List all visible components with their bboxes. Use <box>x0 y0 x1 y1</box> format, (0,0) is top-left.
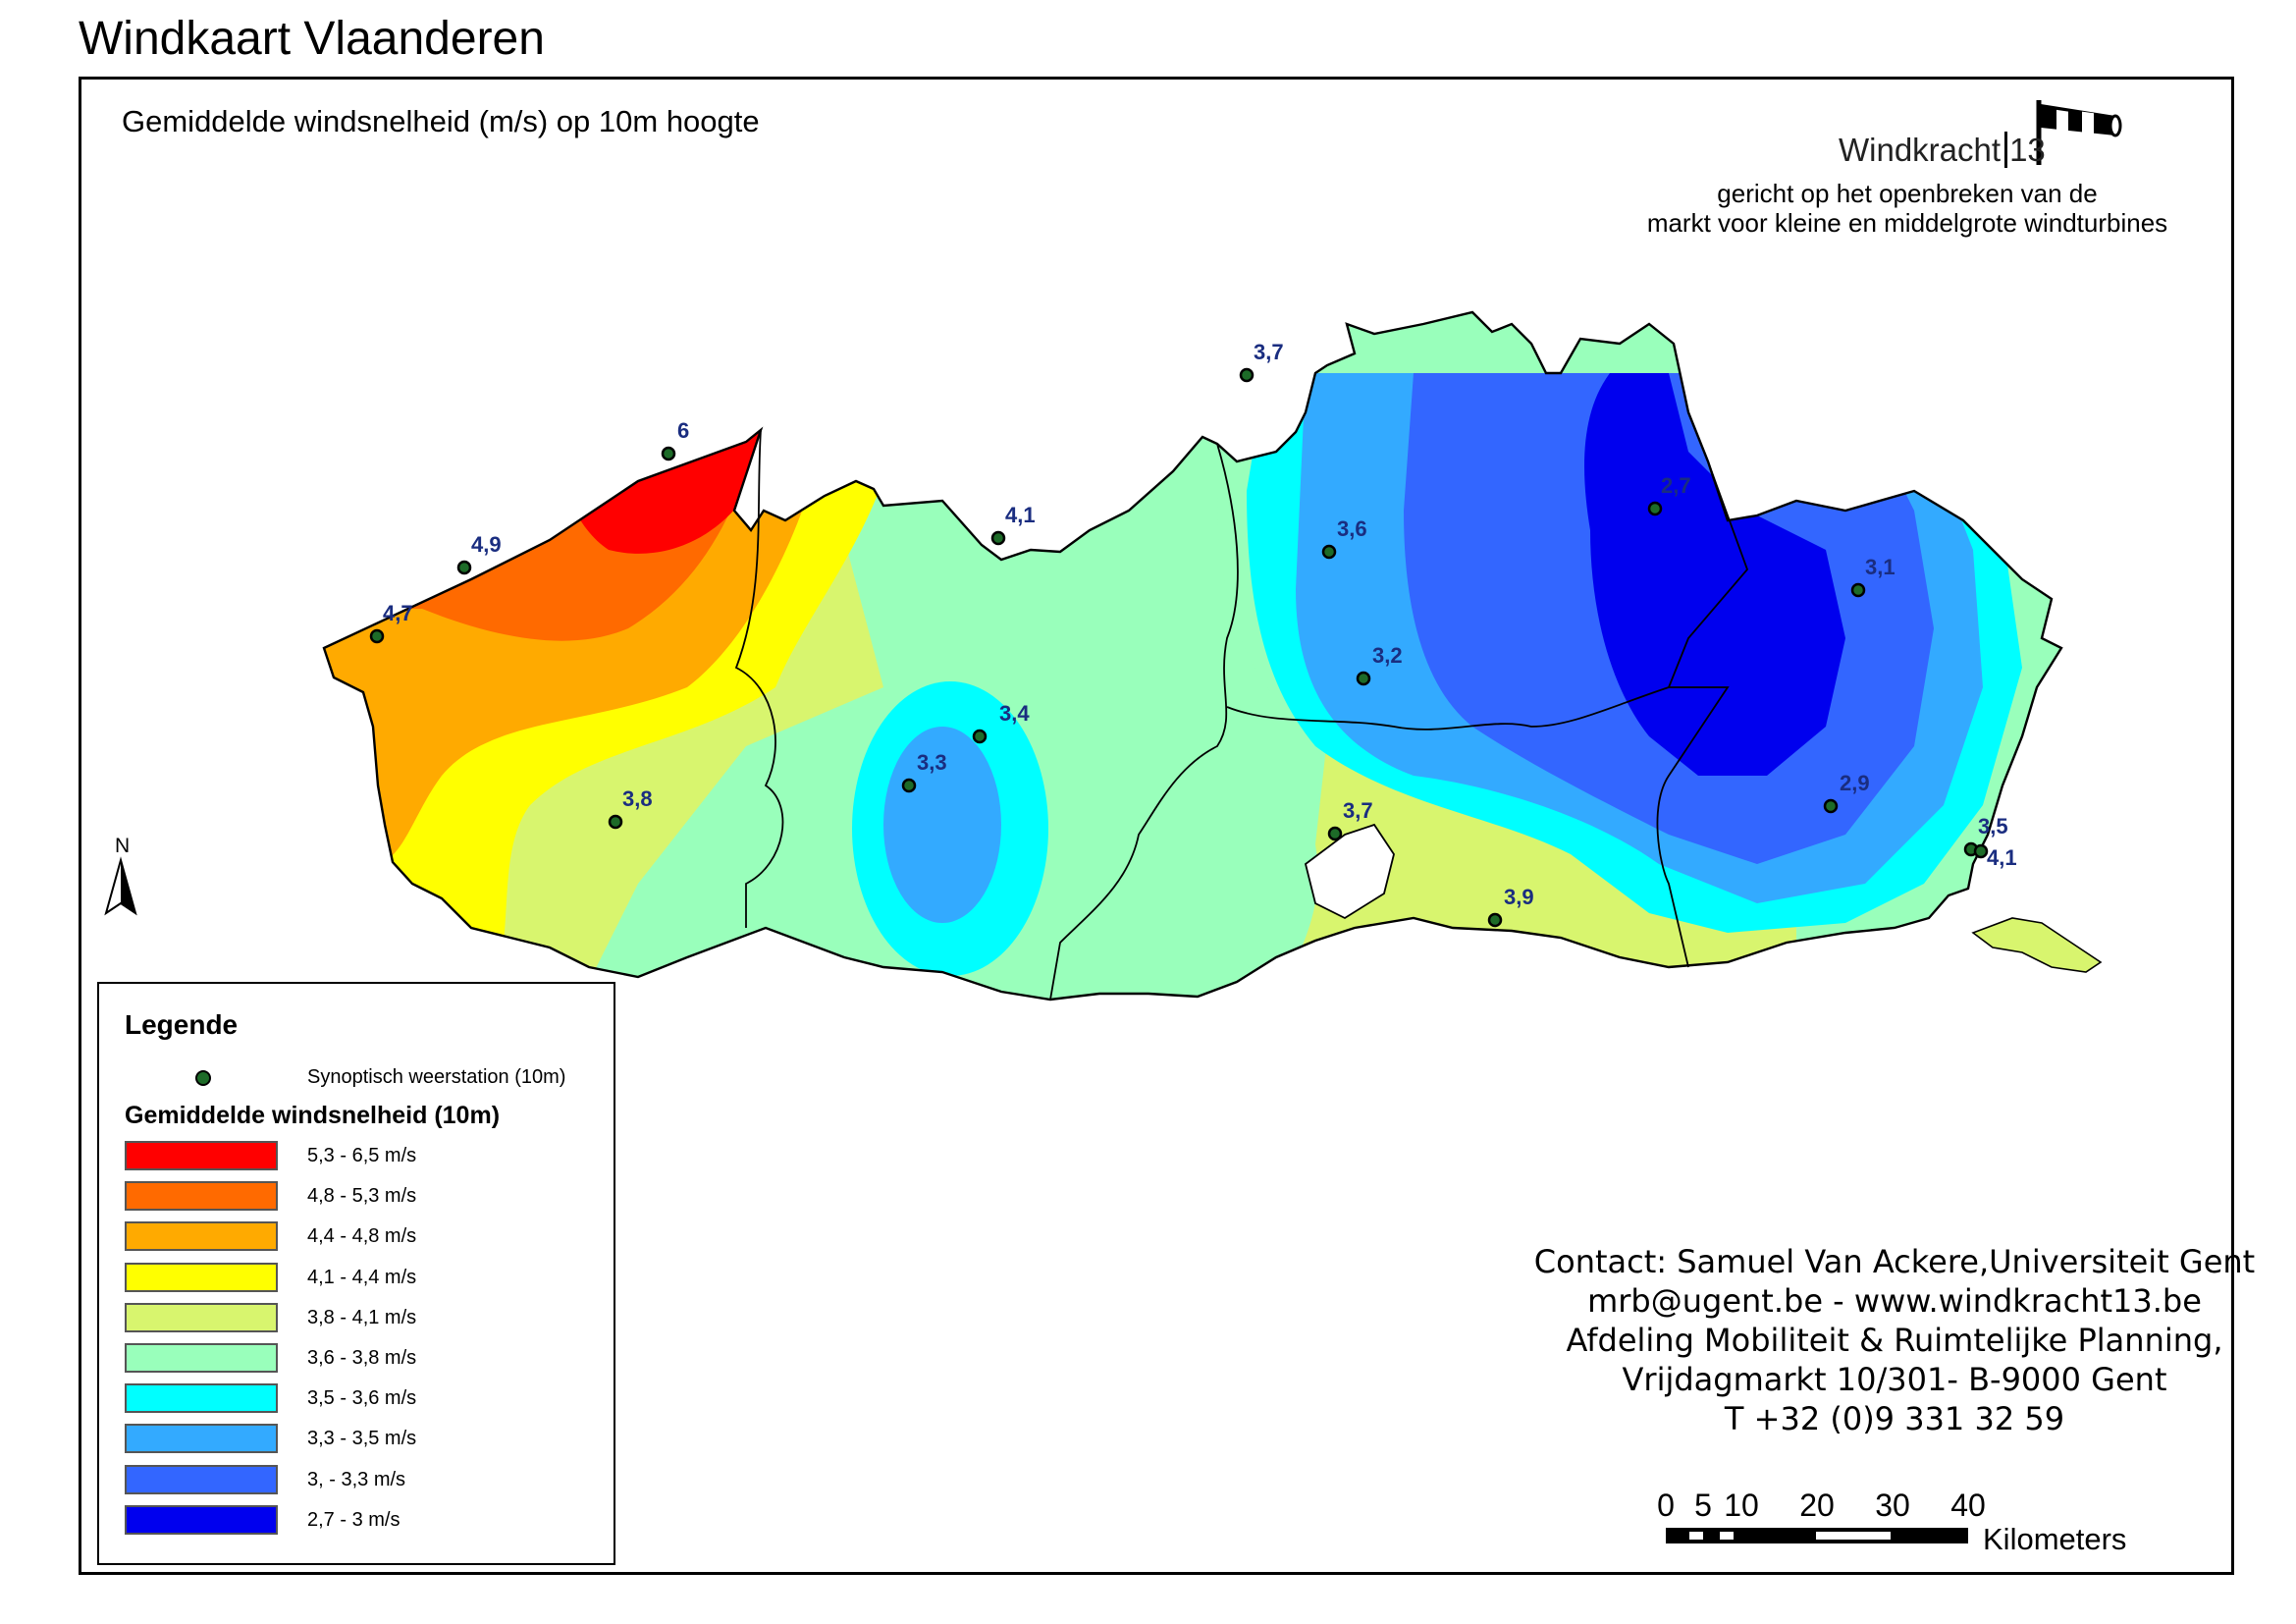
station-value-label: 3,2 <box>1372 643 1403 668</box>
brand-logo-text: Windkracht 13 <box>1839 132 2046 169</box>
legend-swatch <box>125 1504 278 1535</box>
legend-class-label: 4,8 - 5,3 m/s <box>307 1185 417 1208</box>
scale-bar <box>1666 1528 1968 1543</box>
contact-line1: Contact: Samuel Van Ackere,Universiteit … <box>1533 1243 2256 1280</box>
legend-class-label: 3,3 - 3,5 m/s <box>307 1428 417 1450</box>
legend-class-label: 4,4 - 4,8 m/s <box>307 1225 417 1248</box>
legend-class-label: 2,7 - 3 m/s <box>307 1508 400 1531</box>
contact-line5: T +32 (0)9 331 32 59 <box>1724 1400 2065 1437</box>
weather-stations-layer <box>369 367 1989 928</box>
weather-station-marker <box>1647 501 1663 516</box>
station-value-label: 3,8 <box>622 786 653 811</box>
weather-station-marker <box>1356 671 1371 686</box>
legend-swatch <box>125 1302 278 1332</box>
brand-tagline-line2: markt voor kleine en middelgrote windtur… <box>1646 208 2168 238</box>
station-value-label: 2,7 <box>1661 473 1691 498</box>
legend-swatch <box>125 1262 278 1292</box>
legend-swatch <box>125 1141 278 1170</box>
contact-line4: Vrijdagmarkt 10/301- B-9000 Gent <box>1622 1361 2167 1398</box>
scale-bar-tick-label: 10 <box>1724 1488 1759 1523</box>
scale-bar-tick-label: 30 <box>1875 1488 1910 1523</box>
weather-station-marker <box>1239 367 1255 383</box>
weather-station-marker <box>608 814 623 830</box>
station-value-label: 4,9 <box>471 532 502 557</box>
windsock-icon <box>2036 100 2122 165</box>
weather-station-marker <box>1850 582 1866 598</box>
legend-swatch <box>125 1181 278 1212</box>
weather-station-marker <box>369 628 385 644</box>
brand-block: Windkracht 13 gericht op het openbreken v… <box>1603 98 2212 245</box>
weather-station-marker <box>1321 544 1337 560</box>
weather-station-marker <box>1487 912 1503 928</box>
legend-swatch <box>125 1464 278 1494</box>
weather-station-marker <box>1973 843 1989 859</box>
north-label: N <box>115 835 131 857</box>
station-value-label: 4,7 <box>383 601 413 625</box>
legend-panel: Legende Synoptisch weerstation (10m) Gem… <box>97 982 615 1565</box>
legend-title: Legende <box>125 1009 239 1040</box>
legend-swatch <box>125 1383 278 1414</box>
station-value-label: 3,7 <box>1343 798 1373 823</box>
legend-class-label: 3, - 3,3 m/s <box>307 1468 406 1490</box>
weather-station-marker <box>456 560 472 575</box>
station-symbol-icon <box>195 1070 211 1086</box>
station-value-label: 3,6 <box>1337 516 1367 541</box>
station-value-label: 3,9 <box>1504 885 1534 909</box>
scale-bar-tick-label: 20 <box>1799 1488 1835 1523</box>
scale-bar-tick-label: 40 <box>1950 1488 1986 1523</box>
weather-station-marker <box>901 778 917 793</box>
contact-block: Contact: Samuel Van Ackere,Universiteit … <box>1472 1242 2296 1438</box>
legend-scale-title: Gemiddelde windsnelheid (10m) <box>125 1102 501 1129</box>
page-title: Windkaart Vlaanderen <box>79 13 545 65</box>
station-value-label: 3,3 <box>917 750 947 775</box>
legend-class-label: 4,1 - 4,4 m/s <box>307 1266 417 1288</box>
brand-tagline-line1: gericht op het openbreken van de <box>1717 179 2098 208</box>
legend-swatch <box>125 1424 278 1454</box>
station-value-label: 4,1 <box>1987 845 2017 870</box>
station-value-label: 3,4 <box>999 701 1030 726</box>
brand-name: Windkracht <box>1839 132 2002 168</box>
contact-line3: Afdeling Mobiliteit & Ruimtelijke Planni… <box>1566 1322 2223 1359</box>
brand-number: 13 <box>2004 132 2046 168</box>
legend-class-label: 3,6 - 3,8 m/s <box>307 1347 417 1369</box>
weather-station-marker <box>1327 826 1343 841</box>
station-labels-layer: 6 4,9 4,7 3,8 4,1 3,4 3,3 3,7 3,6 3,2 3,7 3,9 2,7 3,1… <box>383 340 2017 909</box>
station-value-label: 6 <box>677 418 689 443</box>
weather-station-marker <box>1823 798 1839 814</box>
map-frame <box>79 77 2234 1575</box>
scale-bar-tick-label: 5 <box>1694 1488 1712 1523</box>
contact-line2: mrb@ugent.be - www.windkracht13.be <box>1587 1282 2202 1320</box>
north-arrow <box>104 856 137 916</box>
station-value-label: 4,1 <box>1005 503 1036 527</box>
legend-swatch <box>125 1221 278 1252</box>
scale-bar-tick-label: 0 <box>1657 1488 1675 1523</box>
legend-swatch <box>125 1343 278 1373</box>
weather-station-marker <box>990 530 1006 546</box>
legend-class-label: 5,3 - 6,5 m/s <box>307 1145 417 1166</box>
station-value-label: 3,5 <box>1978 814 2008 839</box>
map-subtitle: Gemiddelde windsnelheid (m/s) op 10m hoo… <box>122 104 760 138</box>
legend-station-label: Synoptisch weerstation (10m) <box>307 1066 566 1088</box>
legend-class-label: 3,8 - 4,1 m/s <box>307 1306 417 1328</box>
station-value-label: 2,9 <box>1840 771 1870 795</box>
station-value-label: 3,7 <box>1254 340 1284 364</box>
legend-class-label: 3,5 - 3,6 m/s <box>307 1387 417 1410</box>
station-value-label: 3,1 <box>1865 555 1896 579</box>
weather-station-marker <box>661 446 676 461</box>
scale-bar-unit: Kilometers <box>1983 1522 2127 1556</box>
weather-station-marker <box>972 729 988 744</box>
